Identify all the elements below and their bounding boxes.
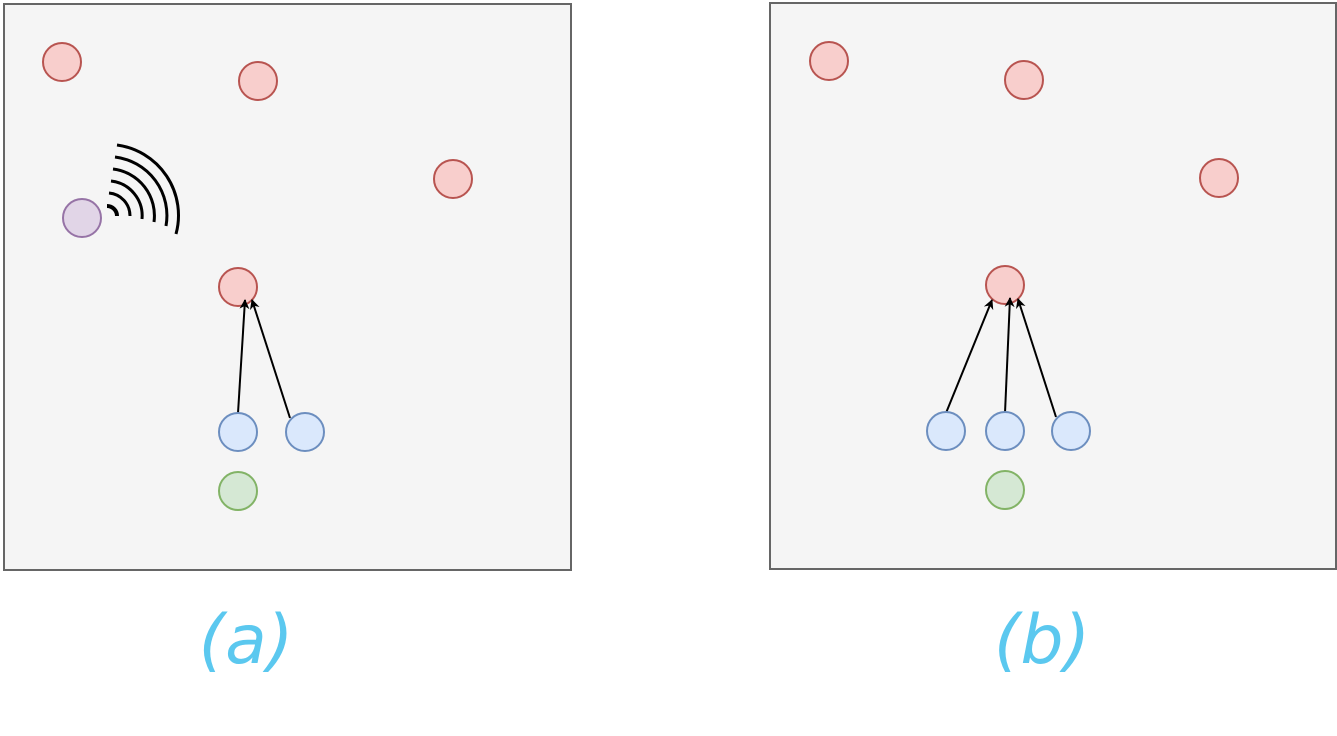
red-node	[42, 42, 82, 82]
arrow-edge	[945, 299, 994, 414]
green-node	[985, 470, 1025, 510]
green-node	[218, 471, 258, 511]
red-node	[433, 159, 473, 199]
blue-node	[218, 412, 258, 452]
red-node	[809, 41, 849, 81]
red-node	[1004, 60, 1044, 100]
red-target-node	[985, 265, 1025, 305]
blue-node	[1051, 411, 1091, 451]
panel-b-frame	[769, 2, 1337, 570]
red-node	[238, 61, 278, 101]
red-target-node	[218, 267, 258, 307]
panel-b-caption: (b)	[994, 601, 1090, 680]
blue-node	[285, 412, 325, 452]
panel-a-caption: (a)	[199, 601, 294, 680]
panel-a: (a)	[3, 3, 572, 680]
arrow-edge	[249, 299, 291, 419]
panel-b: (b)	[769, 2, 1337, 680]
panel-a-frame	[3, 3, 572, 571]
blue-node	[985, 411, 1025, 451]
arrow-edge	[1015, 298, 1057, 418]
arrow-edge	[237, 299, 250, 414]
blue-node	[926, 411, 966, 451]
arrow-edge	[1004, 297, 1015, 414]
purple-node	[62, 198, 102, 238]
wifi-signal-icon	[106, 143, 180, 235]
red-node	[1199, 158, 1239, 198]
